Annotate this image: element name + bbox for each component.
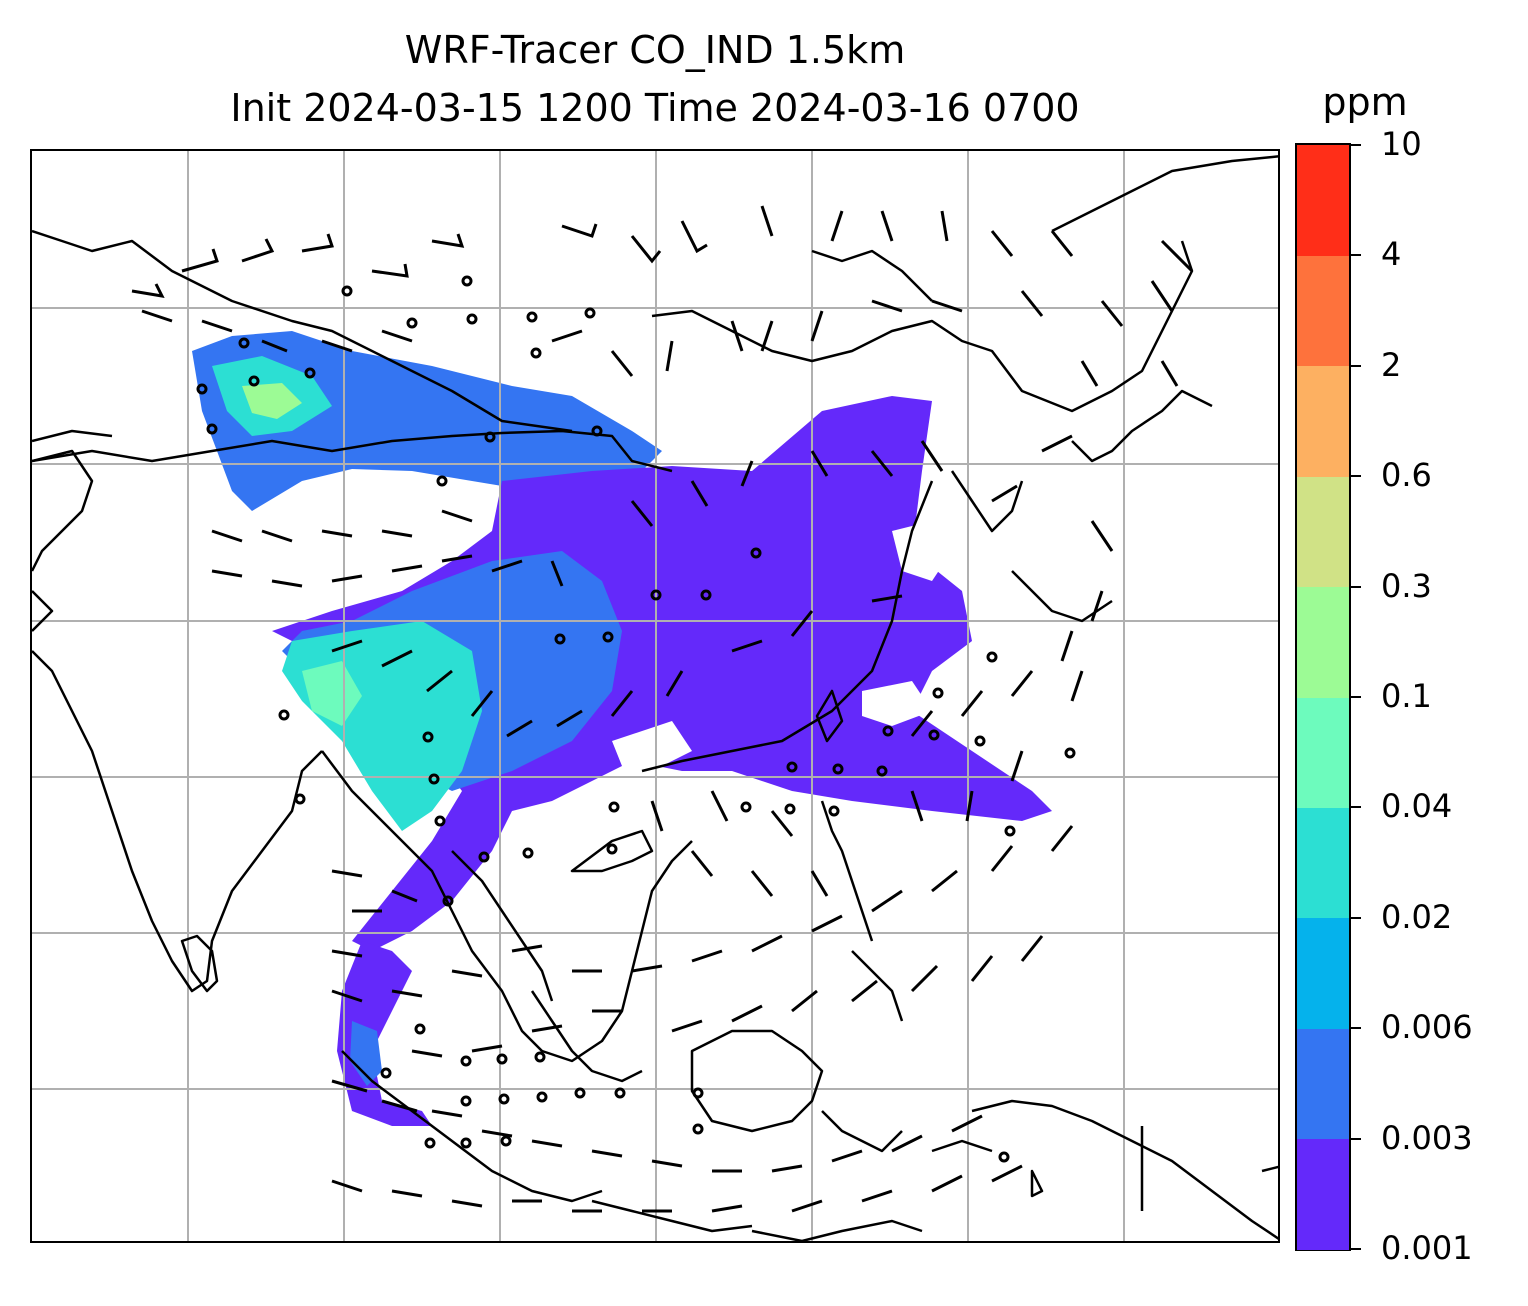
colorbar-tick-label: 0.1 bbox=[1381, 677, 1432, 715]
plume-north-hot bbox=[242, 383, 302, 419]
colorbar-tick-label: 0.6 bbox=[1381, 456, 1432, 495]
colorbar-tick-label: 0.006 bbox=[1381, 1008, 1473, 1047]
colorbar-tick bbox=[1351, 144, 1361, 146]
colorbar-segment bbox=[1297, 145, 1349, 256]
colorbar-tick bbox=[1351, 1248, 1361, 1250]
colorbar-tick-label: 0.02 bbox=[1381, 897, 1453, 936]
colorbar-tick bbox=[1351, 916, 1361, 919]
clear-gap bbox=[862, 681, 932, 726]
plume-south bbox=[337, 941, 432, 1126]
colorbar-tick-label: 10 bbox=[1381, 125, 1422, 163]
colorbar-segment bbox=[1297, 476, 1349, 588]
colorbar-segment bbox=[1297, 255, 1349, 367]
colorbar-tick bbox=[1351, 1137, 1361, 1140]
map-title-line2: Init 2024-03-15 1200 Time 2024-03-16 070… bbox=[230, 86, 1080, 130]
tracer-concentration-field bbox=[192, 331, 1052, 1126]
calm-wind-markers bbox=[196, 275, 1076, 1163]
colorbar-segment bbox=[1297, 807, 1349, 919]
colorbar-tick bbox=[1351, 806, 1361, 809]
colorbar-tick bbox=[1351, 475, 1361, 478]
plume-china bbox=[272, 396, 1052, 951]
colorbar-segment bbox=[1297, 697, 1349, 808]
clear-gap bbox=[612, 721, 692, 771]
colorbar-tick-label: 0.001 bbox=[1381, 1229, 1473, 1267]
wind-barbs bbox=[131, 205, 1194, 1213]
colorbar-tick bbox=[1351, 1027, 1361, 1030]
colorbar-segment bbox=[1297, 365, 1349, 477]
plume-myanmar bbox=[282, 621, 482, 831]
colorbar-segment bbox=[1297, 1028, 1349, 1140]
colorbar-tick bbox=[1351, 254, 1361, 257]
colorbar bbox=[1295, 143, 1351, 1251]
map-canvas bbox=[32, 151, 1278, 1241]
map-panel[interactable] bbox=[30, 149, 1280, 1243]
colorbar-tick-label: 0.04 bbox=[1381, 787, 1453, 826]
colorbar-tick bbox=[1351, 585, 1361, 588]
map-title-line1: WRF-Tracer CO_IND 1.5km bbox=[404, 28, 906, 72]
colorbar-segment bbox=[1297, 1138, 1349, 1250]
colorbar-segment bbox=[1297, 586, 1349, 698]
colorbar-tick bbox=[1351, 696, 1361, 698]
colorbar-tick bbox=[1351, 364, 1361, 367]
plume-south-mid bbox=[350, 1021, 382, 1086]
colorbar-tick-label: 0.003 bbox=[1381, 1118, 1473, 1157]
colorbar-tick-label: 2 bbox=[1381, 345, 1402, 384]
colorbar-tick-label: 4 bbox=[1381, 235, 1402, 274]
coastlines-and-borders bbox=[32, 155, 1278, 1241]
colorbar-tick-label: 0.3 bbox=[1381, 566, 1432, 605]
colorbar-segment bbox=[1297, 917, 1349, 1029]
graticule bbox=[32, 151, 1278, 1241]
clear-gap bbox=[892, 521, 952, 581]
colorbar-unit-label: ppm bbox=[1322, 80, 1408, 124]
plume-myanmar-hot bbox=[302, 661, 362, 726]
